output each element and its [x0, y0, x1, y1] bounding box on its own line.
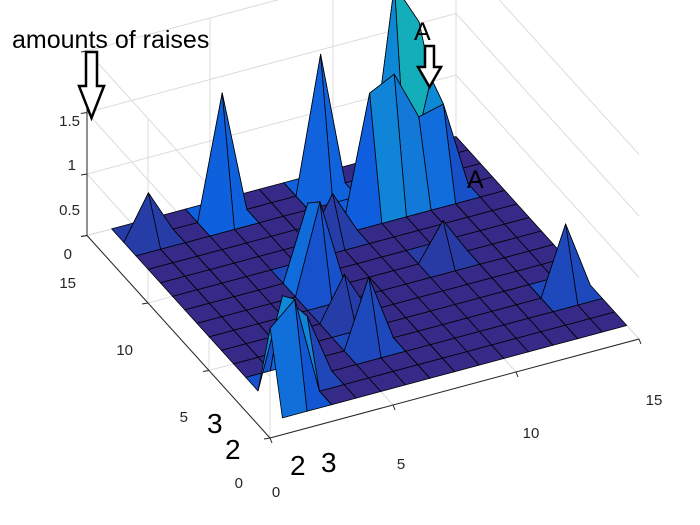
z-tick-mark: [80, 235, 88, 237]
surface-face: [197, 92, 235, 237]
tick-labels: 0 0.5 1 1.5 0 5 10 15 0 5 10 15: [59, 113, 662, 501]
z-tick-1.5: 1.5: [59, 113, 80, 130]
y-mark-2: 2: [225, 434, 241, 465]
surface-mesh: [111, 0, 628, 419]
chart-title: amounts of raises: [12, 26, 209, 54]
y-tick-mark: [263, 437, 271, 440]
annotations: amounts of raises A A 3 2 2 3: [12, 18, 484, 481]
grid-line: [498, 0, 640, 155]
y-tick-15: 15: [59, 275, 76, 292]
z-tick-1: 1: [68, 157, 76, 174]
peak-label-right: A: [467, 166, 484, 194]
x-tick-5: 5: [397, 456, 405, 473]
arrow-down-icon: [415, 44, 444, 90]
grid-line: [455, 74, 640, 278]
z-tick-mark: [80, 112, 88, 114]
y-tick-0: 0: [235, 475, 243, 492]
x-axis-line: [269, 338, 640, 439]
x-mark-2: 2: [290, 450, 306, 481]
x-tick-mark: [392, 404, 396, 411]
arrow-down-icon: [77, 50, 106, 122]
y-tick-mark: [141, 302, 149, 305]
y-tick-5: 5: [180, 409, 188, 426]
x-tick-mark: [269, 437, 273, 444]
grid-line: [86, 0, 280, 52]
z-tick-0.5: 0.5: [59, 202, 80, 219]
surface-face: [269, 298, 308, 419]
x-tick-10: 10: [523, 425, 540, 442]
y-tick-mark: [202, 370, 210, 372]
peak-label-top: A: [414, 18, 431, 46]
z-tick-0: 0: [64, 246, 72, 263]
z-tick-mark: [80, 173, 88, 176]
y-tick-10: 10: [116, 342, 133, 359]
x-tick-mark: [515, 371, 519, 378]
y-mark-3: 3: [207, 408, 223, 439]
surface-face: [295, 53, 334, 211]
y-axis-line: [86, 235, 271, 439]
x-mark-3: 3: [321, 447, 337, 478]
x-tick-0: 0: [272, 484, 280, 501]
grid-line: [455, 13, 640, 217]
x-tick-mark: [638, 338, 642, 345]
x-tick-15: 15: [646, 392, 663, 409]
